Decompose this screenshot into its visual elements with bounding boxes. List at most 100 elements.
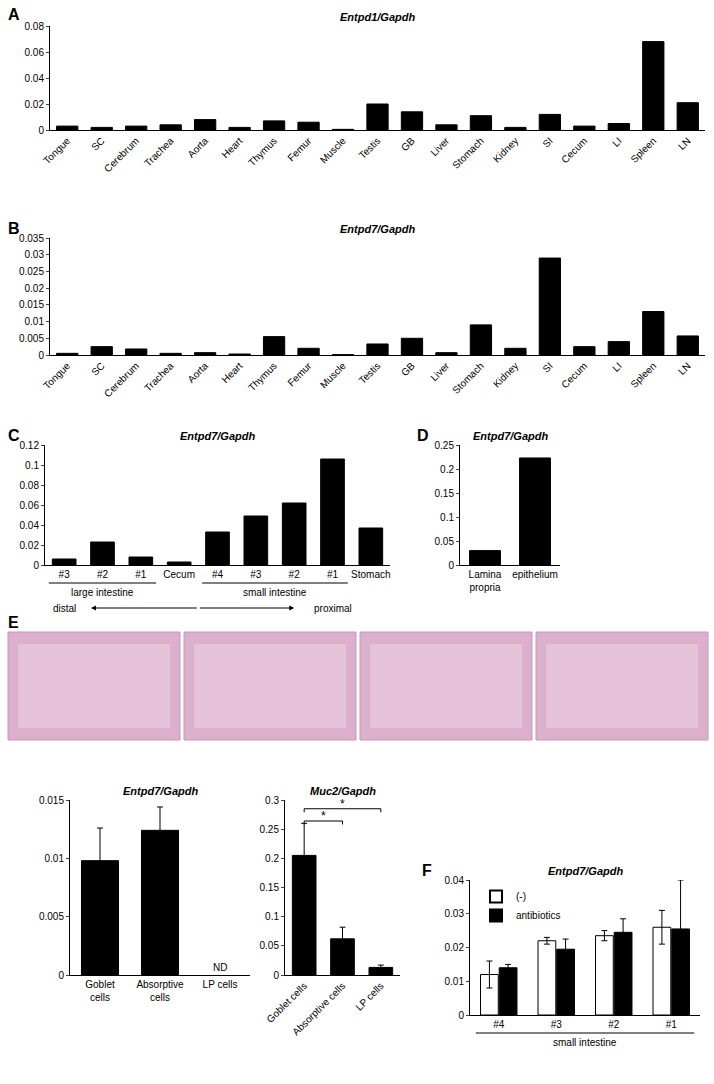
svg-text:Stomach: Stomach xyxy=(450,360,486,396)
svg-text:LI: LI xyxy=(610,360,624,374)
svg-text:SC: SC xyxy=(89,135,107,153)
svg-text:ND: ND xyxy=(213,962,227,973)
svg-text:0.25: 0.25 xyxy=(435,440,455,451)
svg-text:Tongue: Tongue xyxy=(41,135,72,166)
svg-text:0.03: 0.03 xyxy=(445,908,465,919)
svg-text:GB: GB xyxy=(399,360,417,378)
svg-text:proximal: proximal xyxy=(314,603,352,614)
svg-text:0.005: 0.005 xyxy=(19,333,44,344)
svg-text:0: 0 xyxy=(58,970,64,981)
svg-text:large intestine: large intestine xyxy=(71,587,134,598)
svg-text:LP cells: LP cells xyxy=(203,979,238,990)
svg-text:0: 0 xyxy=(38,350,44,361)
svg-text:0.3: 0.3 xyxy=(265,795,279,806)
svg-text:B: B xyxy=(8,220,20,237)
svg-text:Muc2/Gapdh: Muc2/Gapdh xyxy=(310,785,376,797)
svg-text:0.25: 0.25 xyxy=(260,824,280,835)
svg-text:small intestine: small intestine xyxy=(553,1037,617,1048)
svg-text:0.15: 0.15 xyxy=(435,488,455,499)
svg-text:LN: LN xyxy=(676,360,693,377)
svg-text:#3: #3 xyxy=(59,569,71,580)
svg-text:Spleen: Spleen xyxy=(628,360,658,390)
svg-text:small intestine: small intestine xyxy=(243,587,307,598)
svg-text:0.08: 0.08 xyxy=(20,480,40,491)
svg-text:0.02: 0.02 xyxy=(25,99,45,110)
svg-text:E: E xyxy=(8,614,19,631)
svg-text:0.05: 0.05 xyxy=(260,940,280,951)
svg-text:0.05: 0.05 xyxy=(435,536,455,547)
svg-text:Testis: Testis xyxy=(357,360,383,386)
svg-text:#1: #1 xyxy=(327,569,339,580)
svg-text:0.04: 0.04 xyxy=(25,73,45,84)
svg-text:Entpd7/Gapdh: Entpd7/Gapdh xyxy=(123,785,198,797)
svg-text:Heart: Heart xyxy=(219,360,244,385)
svg-text:SI: SI xyxy=(540,360,554,374)
svg-text:Cecum: Cecum xyxy=(163,569,195,580)
svg-text:0: 0 xyxy=(458,1010,464,1021)
svg-text:Trachea: Trachea xyxy=(142,360,176,394)
svg-text:0.06: 0.06 xyxy=(20,500,40,511)
svg-text:0.1: 0.1 xyxy=(440,512,454,523)
svg-text:Laminapropria: Laminapropria xyxy=(469,569,502,593)
svg-text:Kidney: Kidney xyxy=(491,135,520,164)
svg-text:LN: LN xyxy=(676,135,693,152)
svg-text:Entpd7/Gapdh: Entpd7/Gapdh xyxy=(340,223,415,235)
svg-text:#4: #4 xyxy=(212,569,224,580)
svg-text:0.01: 0.01 xyxy=(25,316,45,327)
svg-text:Goblet cells: Goblet cells xyxy=(264,980,309,1025)
svg-text:Liver: Liver xyxy=(428,360,452,384)
svg-text:Kidney: Kidney xyxy=(491,360,520,389)
svg-text:Muscle: Muscle xyxy=(318,135,348,165)
svg-text:0.08: 0.08 xyxy=(25,21,45,32)
svg-text:0.2: 0.2 xyxy=(440,464,454,475)
svg-text:0.02: 0.02 xyxy=(445,942,465,953)
svg-text:Thymus: Thymus xyxy=(246,360,279,393)
svg-text:#2: #2 xyxy=(97,569,109,580)
svg-text:A: A xyxy=(8,6,20,23)
svg-text:Tongue: Tongue xyxy=(41,360,72,391)
svg-text:0: 0 xyxy=(448,560,454,571)
svg-text:0: 0 xyxy=(33,560,39,571)
svg-text:#3: #3 xyxy=(551,1019,563,1030)
svg-text:Heart: Heart xyxy=(219,135,244,160)
svg-text:0.035: 0.035 xyxy=(19,233,44,244)
svg-text:Stomach: Stomach xyxy=(450,135,486,171)
svg-text:#2: #2 xyxy=(608,1019,620,1030)
svg-text:0.06: 0.06 xyxy=(25,47,45,58)
svg-text:(-): (-) xyxy=(516,891,526,902)
svg-text:0.025: 0.025 xyxy=(19,266,44,277)
svg-text:0.02: 0.02 xyxy=(20,540,40,551)
svg-text:0.2: 0.2 xyxy=(265,853,279,864)
svg-text:epithelium: epithelium xyxy=(512,569,558,580)
svg-text:antibiotics: antibiotics xyxy=(516,910,560,921)
svg-text:Trachea: Trachea xyxy=(142,135,176,169)
svg-text:SC: SC xyxy=(89,360,107,378)
svg-text:0.1: 0.1 xyxy=(25,460,39,471)
svg-text:SI: SI xyxy=(540,135,554,149)
svg-text:Entpd7/Gapdh: Entpd7/Gapdh xyxy=(180,430,255,442)
svg-text:Testis: Testis xyxy=(357,135,383,161)
svg-text:Entpd1/Gapdh: Entpd1/Gapdh xyxy=(340,11,415,23)
svg-text:GB: GB xyxy=(399,135,417,153)
svg-text:#2: #2 xyxy=(289,569,301,580)
svg-text:Femur: Femur xyxy=(285,360,314,389)
svg-text:distal: distal xyxy=(53,603,76,614)
svg-text:LP cells: LP cells xyxy=(353,980,385,1012)
svg-text:0: 0 xyxy=(273,970,279,981)
svg-text:Absorptive cells: Absorptive cells xyxy=(290,980,347,1037)
svg-text:0: 0 xyxy=(38,125,44,136)
svg-text:0.005: 0.005 xyxy=(39,911,64,922)
svg-text:#1: #1 xyxy=(135,569,147,580)
svg-text:Gobletcells: Gobletcells xyxy=(85,979,115,1003)
svg-text:0.15: 0.15 xyxy=(260,882,280,893)
svg-text:Muscle: Muscle xyxy=(318,360,348,390)
svg-text:Cerebrum: Cerebrum xyxy=(102,360,141,399)
svg-text:0.1: 0.1 xyxy=(265,911,279,922)
svg-text:0.12: 0.12 xyxy=(20,440,40,451)
svg-text:D: D xyxy=(417,427,429,444)
svg-text:Cecum: Cecum xyxy=(559,135,589,165)
svg-text:Entpd7/Gapdh: Entpd7/Gapdh xyxy=(473,430,548,442)
svg-text:#1: #1 xyxy=(666,1019,678,1030)
svg-text:F: F xyxy=(422,862,432,879)
svg-text:Spleen: Spleen xyxy=(628,135,658,165)
